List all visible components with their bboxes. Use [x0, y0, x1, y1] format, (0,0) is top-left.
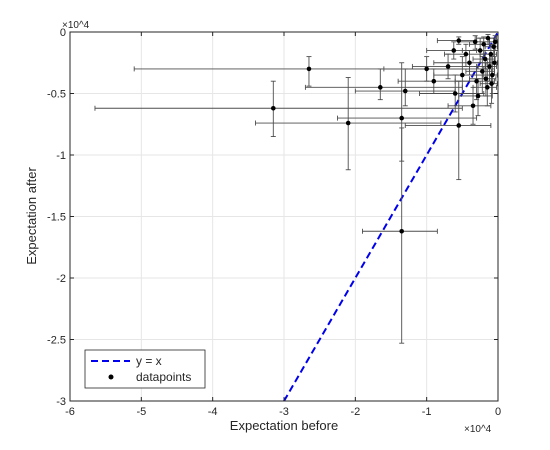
y-tick-label: 0 [60, 27, 66, 39]
x-tick-label: -6 [65, 406, 75, 418]
data-point [491, 44, 497, 50]
y-tick-label: -0.5 [47, 89, 66, 101]
x-tick-label: -3 [279, 406, 289, 418]
data-point [467, 60, 472, 66]
data-point [480, 69, 485, 74]
data-point [431, 78, 437, 84]
y-tick-label: -1.5 [47, 212, 66, 224]
legend-label-reference: y = x [136, 354, 162, 368]
data-point [481, 42, 487, 47]
data-point [488, 51, 494, 57]
legend-label-datapoints: datapoints [136, 370, 191, 384]
data-point [487, 64, 492, 69]
data-point [492, 39, 498, 45]
legend-marker-swatch [108, 374, 114, 380]
data-point [485, 35, 491, 41]
data-point [452, 91, 458, 96]
data-point [378, 85, 383, 90]
data-point [399, 115, 405, 121]
data-point [424, 66, 429, 72]
x-tick-label: -1 [422, 406, 432, 418]
x-tick-label: 0 [495, 406, 501, 418]
data-point [451, 48, 457, 53]
x-tick-label: -4 [208, 406, 218, 418]
data-point [489, 81, 494, 86]
x-exponent-label: ×10^4 [464, 424, 492, 435]
x-axis-ticks: -6 -5 -4 -3 -2 -1 0 [65, 32, 501, 418]
data-point [492, 60, 497, 66]
y-tick-label: -2.5 [47, 335, 66, 347]
x-axis-title: Expectation before [230, 418, 338, 433]
x-tick-label: -2 [350, 406, 360, 418]
data-point [470, 103, 476, 109]
y-axis-title: Expectation after [24, 167, 39, 265]
data-point [475, 93, 481, 99]
data-point [474, 78, 479, 84]
data-point [477, 48, 483, 53]
data-point [456, 123, 462, 128]
y-tick-label: -3 [56, 396, 66, 408]
data-point [402, 88, 408, 94]
data-point [445, 64, 451, 69]
data-point [306, 66, 312, 72]
data-point [463, 51, 469, 57]
data-point [482, 56, 488, 62]
data-point [456, 38, 462, 43]
y-tick-label: -1 [56, 150, 66, 162]
y-axis-ticks: 0 -0.5 -1 -1.5 -2 -2.5 -3 [47, 27, 498, 408]
x-tick-label: -5 [136, 406, 146, 418]
legend-box [84, 349, 206, 389]
y-exponent-label: ×10^4 [62, 20, 90, 31]
data-point [345, 120, 351, 126]
data-point [489, 72, 495, 78]
data-point [485, 85, 490, 90]
data-point [271, 105, 276, 111]
y-tick-label: -2 [56, 273, 66, 285]
data-point [399, 228, 405, 234]
data-point [472, 39, 478, 45]
data-point [460, 72, 465, 78]
data-point [483, 76, 489, 82]
legend: y = x datapoints [84, 349, 206, 389]
data-points [271, 35, 498, 234]
